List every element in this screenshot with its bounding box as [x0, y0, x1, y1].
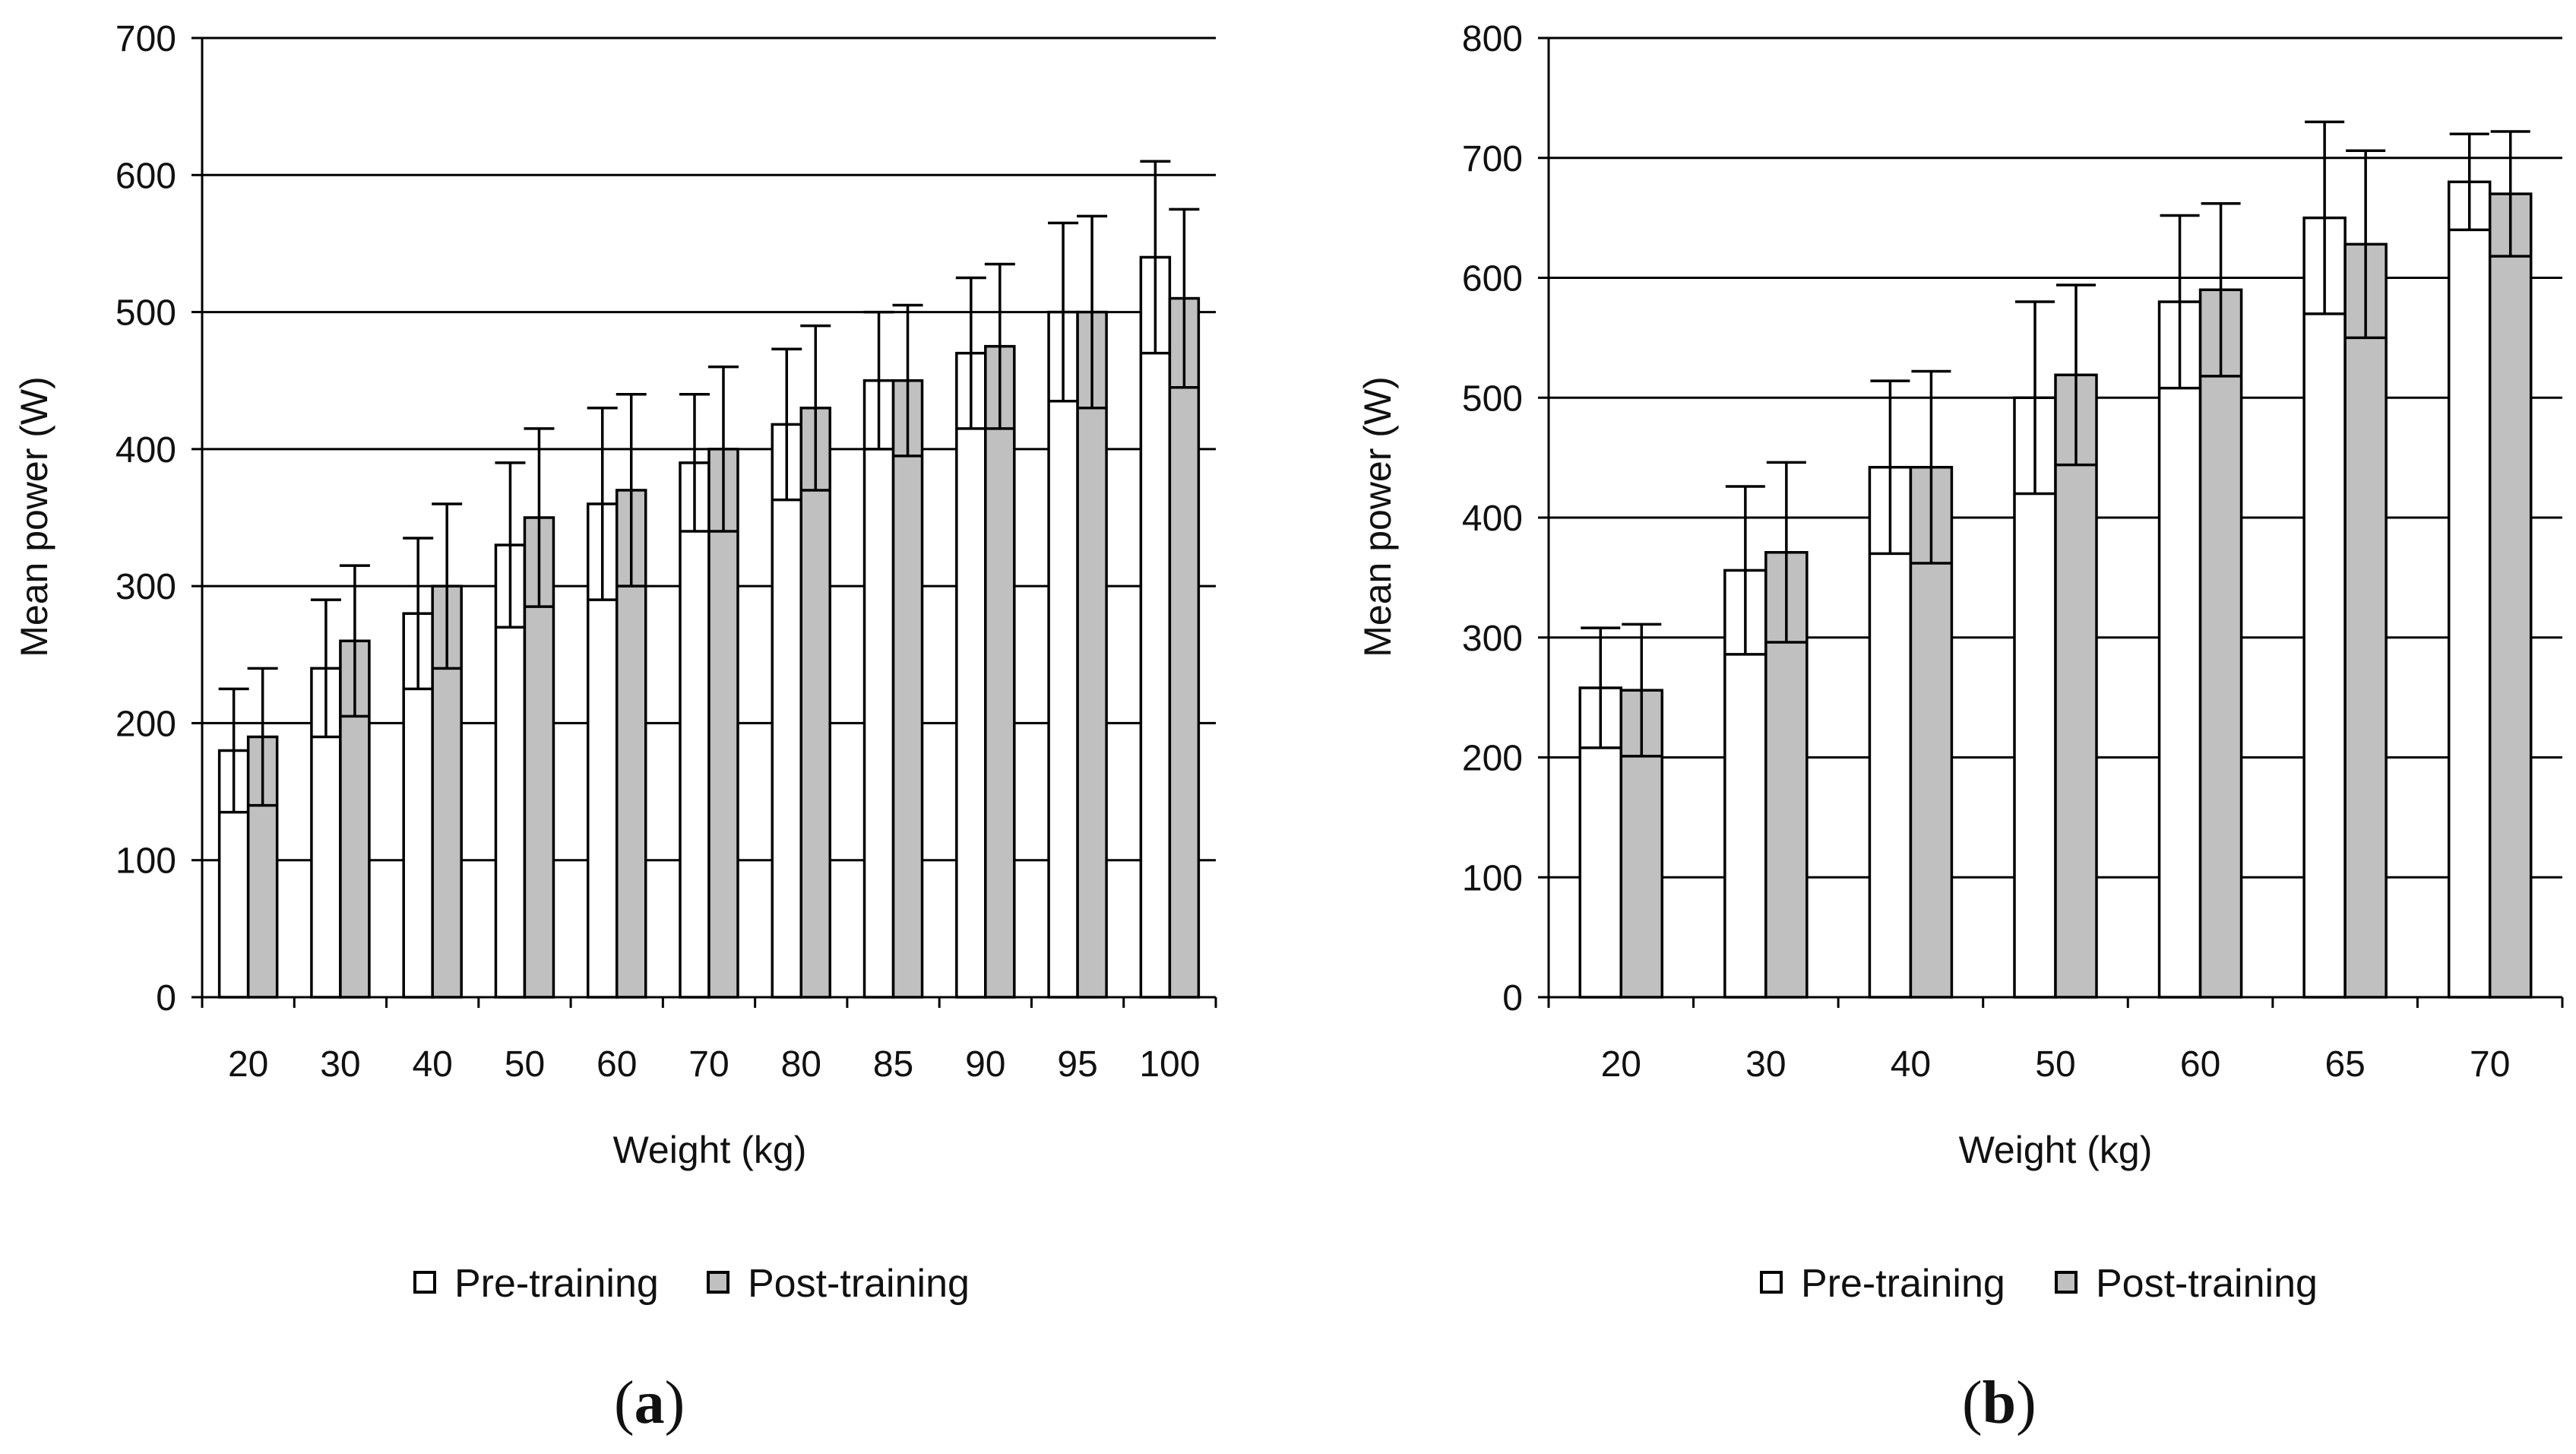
bars-a: [217, 160, 1201, 999]
legend-swatch-post-b: [2055, 1271, 2078, 1294]
x-tick-label: 20: [1601, 1044, 1641, 1085]
x-tick-label: 50: [2035, 1044, 2075, 1085]
x-tick-label: 70: [688, 1044, 729, 1085]
x-tick-label: 30: [1745, 1044, 1786, 1085]
y-axis-label-b: Mean power (W): [1356, 376, 1399, 657]
y-tick-label: 600: [1462, 259, 1523, 299]
y-tick-label: 800: [1462, 19, 1523, 59]
x-tick-label: 70: [2470, 1044, 2510, 1085]
bar-post-100: [1168, 296, 1201, 999]
x-tick-label: 65: [2324, 1044, 2365, 1085]
y-tick-label: 300: [116, 567, 176, 607]
x-tick-label: 30: [320, 1044, 360, 1085]
y-tick-label: 200: [116, 704, 176, 744]
x-tick-label: 40: [1891, 1044, 1931, 1085]
y-axis-label-a: Mean power (W): [13, 376, 55, 657]
x-tick-label: 50: [505, 1044, 545, 1085]
bar-pre-100: [1139, 255, 1172, 999]
legend-label-post-b: Post-training: [2096, 1262, 2318, 1306]
x-tick-label: 20: [228, 1044, 268, 1085]
svg-text:(a): (a): [614, 1370, 685, 1437]
axes-b: [1538, 36, 2564, 1008]
bar-pre-80: [771, 423, 803, 999]
y-tick-labels-b: 0 100 200 300 400 500 600 700 800: [1462, 19, 1523, 1018]
bar-pre-70: [2447, 180, 2492, 999]
panel-letter-b: b: [1983, 1370, 2017, 1437]
bar-pre-60: [2157, 300, 2202, 999]
y-tick-label: 0: [156, 978, 176, 1018]
legend-label-pre-a: Pre-training: [454, 1262, 659, 1306]
y-tick-label: 700: [116, 19, 176, 59]
y-tick-label: 500: [1462, 379, 1523, 419]
bar-pre-70: [679, 461, 710, 999]
y-tick-labels-a: 0 100 200 300 400 500 600 700: [116, 19, 176, 1018]
legend-a: Pre-training Post-training: [413, 1262, 970, 1306]
bar-post-60: [2198, 288, 2243, 999]
x-tick-label: 100: [1139, 1044, 1200, 1085]
bar-pre-50: [2013, 396, 2057, 999]
x-axis-label-a: Weight (kg): [613, 1129, 807, 1171]
panel-label-a: (a): [614, 1370, 685, 1437]
bars-b: [1578, 120, 2533, 999]
x-tick-label: 40: [412, 1044, 452, 1085]
y-tick-label: 700: [1462, 139, 1523, 179]
y-tick-label: 500: [116, 293, 176, 334]
legend-swatch-pre-b: [1760, 1271, 1783, 1294]
bar-pre-65: [2302, 216, 2347, 999]
y-tick-label: 400: [1462, 499, 1523, 539]
x-tick-labels-b: 20 30 40 50 60 65 70: [1601, 1044, 2511, 1085]
bar-pre-85: [862, 379, 895, 999]
bar-post-95: [1076, 310, 1108, 999]
legend-label-post-a: Post-training: [748, 1262, 970, 1306]
y-tick-label: 600: [116, 156, 176, 196]
y-tick-label: 100: [116, 841, 176, 882]
bar-pre-90: [955, 351, 987, 999]
y-tick-label: 100: [1462, 858, 1523, 898]
svg-text:(b): (b): [1962, 1370, 2036, 1437]
x-tick-label: 85: [873, 1044, 913, 1085]
panel-label-b: (b): [1962, 1370, 2036, 1437]
bar-post-80: [799, 407, 832, 999]
chart-b: 0 100 200 300 400 500 600 700 800 20 30 40 50 60 65 70…: [1356, 19, 2564, 1437]
y-tick-label: 400: [116, 430, 176, 470]
x-axis-label-b: Weight (kg): [1959, 1129, 2153, 1171]
legend-swatch-pre-a: [413, 1271, 436, 1294]
axes-a: [191, 36, 1217, 1008]
x-tick-label: 60: [597, 1044, 637, 1085]
x-tick-label: 60: [2180, 1044, 2220, 1085]
x-tick-label: 90: [965, 1044, 1005, 1085]
x-tick-label: 80: [781, 1044, 821, 1085]
bar-post-70: [2488, 192, 2533, 999]
legend-label-pre-b: Pre-training: [1801, 1262, 2005, 1306]
x-tick-label: 95: [1057, 1044, 1097, 1085]
legend-b: Pre-training Post-training: [1760, 1262, 2318, 1306]
x-tick-labels-a: 20 30 40 50 60 70 80 85 90 95 100: [228, 1044, 1200, 1085]
bar-post-85: [891, 379, 924, 999]
y-tick-label: 200: [1462, 739, 1523, 779]
legend-swatch-post-a: [707, 1271, 729, 1294]
bar-post-90: [984, 344, 1016, 999]
bar-pre-95: [1047, 310, 1079, 999]
y-tick-label: 0: [1502, 978, 1523, 1018]
y-tick-label: 300: [1462, 619, 1523, 659]
bar-post-65: [2343, 242, 2388, 999]
panel-letter-a: a: [635, 1370, 665, 1437]
chart-a: 0 100 200 300 400 500 600 700 20 30 40 50 60 70 80 85 9…: [13, 19, 1217, 1437]
bar-post-50: [2054, 373, 2098, 999]
